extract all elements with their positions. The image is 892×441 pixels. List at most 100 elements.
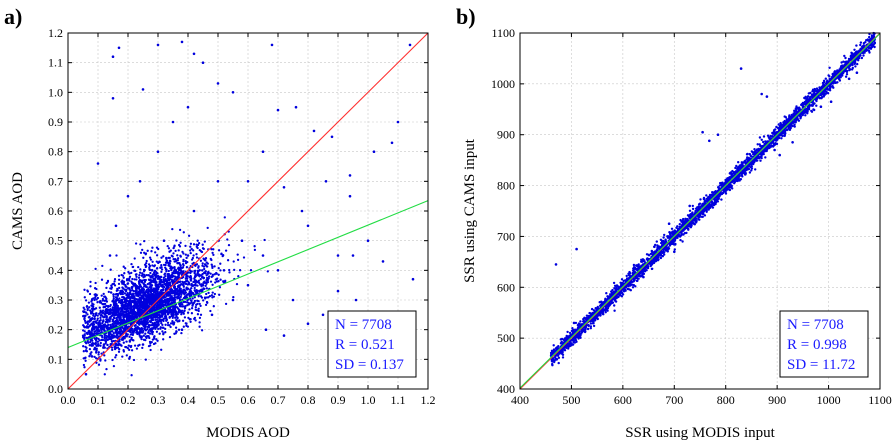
a-point	[232, 260, 235, 263]
a-point	[201, 243, 204, 246]
a-point	[206, 278, 210, 282]
a-point	[94, 341, 98, 345]
a-point	[90, 317, 93, 320]
a-point	[186, 254, 190, 257]
a-ytick-label: 0.0	[48, 382, 63, 396]
a-point	[163, 300, 166, 303]
a-point	[152, 297, 156, 300]
a-point	[133, 324, 136, 327]
a-point	[169, 325, 172, 329]
b-point	[826, 92, 830, 95]
a-point	[193, 279, 197, 282]
a-point	[132, 299, 135, 303]
b-point	[681, 240, 684, 243]
a-point	[119, 310, 123, 313]
a-point	[206, 265, 209, 268]
a-point	[96, 301, 99, 304]
a-point	[173, 278, 176, 281]
a-point	[151, 330, 155, 334]
a-point	[139, 243, 142, 246]
a-point	[354, 298, 358, 302]
a-point	[189, 249, 192, 252]
a-point	[111, 55, 115, 58]
a-point	[92, 303, 95, 306]
a-point	[249, 269, 253, 272]
a-point	[182, 264, 185, 267]
a-point	[153, 321, 156, 324]
a-point	[81, 334, 85, 337]
a-point	[81, 329, 85, 332]
a-point	[138, 328, 141, 331]
a-point	[141, 248, 144, 252]
a-point	[105, 367, 108, 371]
a-point	[130, 271, 133, 275]
a-point	[101, 320, 105, 323]
a-point	[96, 314, 99, 317]
a-xtick-label: 0.5	[211, 393, 226, 407]
a-point	[171, 120, 175, 124]
b-point	[748, 152, 751, 156]
a-point	[140, 335, 143, 338]
a-point	[169, 274, 172, 277]
a-point	[103, 313, 107, 317]
a-point	[103, 354, 106, 357]
a-point	[86, 326, 90, 329]
a-point	[125, 354, 128, 357]
a-point	[193, 296, 196, 299]
a-point	[164, 279, 168, 282]
a-point	[149, 316, 153, 319]
a-point	[106, 280, 110, 283]
a-point	[236, 258, 240, 262]
a-point	[151, 289, 154, 293]
a-point	[165, 318, 169, 322]
a-point	[149, 258, 153, 261]
a-point	[143, 263, 147, 266]
a-point	[91, 333, 95, 336]
a-point	[143, 280, 147, 283]
a-point	[211, 273, 215, 276]
a-point	[100, 338, 103, 342]
a-point	[191, 256, 195, 260]
a-point	[94, 313, 98, 317]
a-point	[142, 320, 145, 323]
a-point	[165, 261, 169, 264]
a-xtick-label: 0.6	[241, 393, 256, 407]
a-point	[165, 294, 168, 298]
a-point	[170, 314, 173, 318]
a-point	[237, 275, 240, 278]
b-point	[645, 253, 649, 256]
a-point	[138, 334, 141, 337]
a-point	[164, 268, 168, 271]
a-point	[145, 262, 148, 265]
a-point	[118, 321, 122, 325]
a-point	[178, 245, 182, 248]
a-point	[155, 246, 159, 249]
a-point	[120, 298, 124, 302]
a-point	[155, 267, 159, 270]
a-point	[178, 308, 181, 312]
a-point	[116, 293, 120, 296]
a-point	[129, 301, 132, 304]
a-point	[118, 316, 121, 319]
a-point	[99, 311, 102, 314]
a-point	[163, 272, 167, 275]
a-point	[141, 272, 144, 275]
a-point	[173, 284, 176, 288]
a-point	[193, 271, 196, 274]
a-point	[372, 150, 376, 153]
a-xtick-label: 0.1	[91, 393, 106, 407]
a-point	[140, 306, 143, 309]
a-point	[162, 239, 166, 242]
a-point	[181, 303, 184, 306]
a-point	[185, 294, 188, 297]
a-point	[140, 320, 144, 323]
a-point	[155, 318, 159, 321]
a-point	[179, 267, 182, 270]
a-point	[202, 277, 205, 280]
a-point	[134, 292, 137, 295]
a-point	[226, 238, 229, 241]
a-point	[97, 321, 100, 325]
a-point	[127, 325, 131, 328]
a-point	[176, 275, 179, 279]
a-point	[184, 304, 187, 308]
